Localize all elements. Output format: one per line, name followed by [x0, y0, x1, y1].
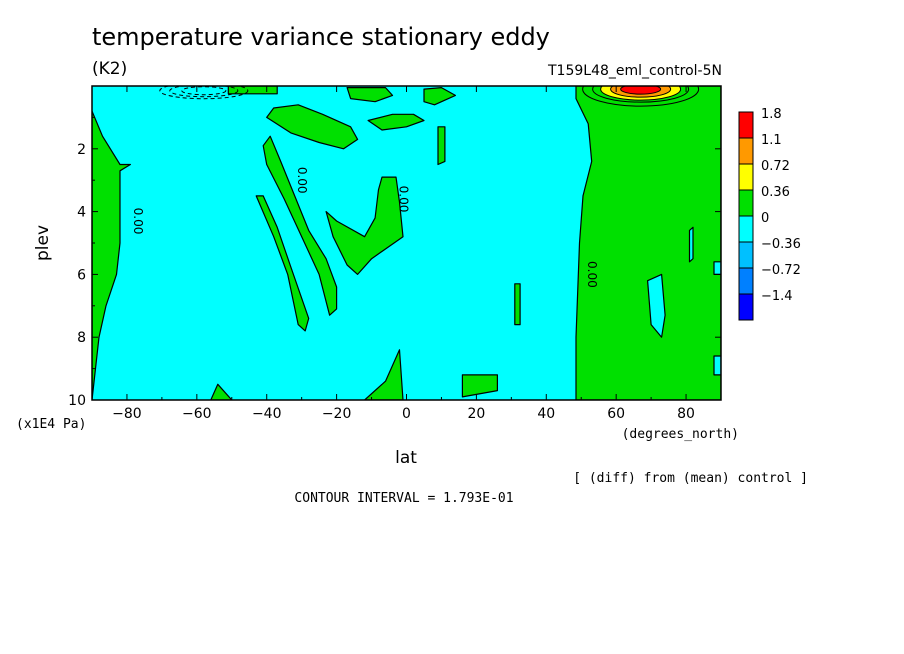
contour-region-bottom-blob-20 — [461, 374, 498, 398]
contour-label: 0.00 — [585, 261, 599, 288]
colorbar-swatch — [738, 267, 754, 295]
x-tick-label: 40 — [537, 406, 555, 422]
colorbar-swatch — [738, 189, 754, 217]
contour-region-lower-diagonal — [255, 195, 310, 332]
x-tick-label: 20 — [467, 406, 485, 422]
dashed-contour — [181, 86, 227, 96]
colorbar-label: 0 — [761, 211, 769, 226]
dashed-contour — [159, 86, 249, 100]
contour-interval: CONTOUR INTERVAL = 1.793E-01 — [294, 491, 513, 506]
contour-region-small-vertical-right — [437, 126, 446, 166]
x-tick-label: 0 — [402, 406, 411, 422]
x-tick-label: 80 — [677, 406, 695, 422]
polar-max-lobe — [582, 86, 700, 107]
dashed-contour — [169, 86, 239, 98]
colorbar-label: −0.72 — [761, 263, 801, 278]
contour-region-north-high-lat-block — [575, 86, 721, 400]
max-lobe-contour — [582, 86, 700, 107]
x-axis-units: (degrees_north) — [622, 427, 739, 442]
colorbar-swatch — [738, 293, 754, 321]
x-tick-label: −60 — [182, 406, 212, 422]
contour-region-mid-tropical-blob — [325, 176, 404, 275]
y-tick-label: 2 — [77, 142, 86, 158]
colorbar-label: 0.72 — [761, 159, 790, 174]
colorbar-swatch — [738, 137, 754, 165]
contour-region-high-lat-edge-notch — [713, 261, 721, 275]
y-tick-label: 4 — [77, 205, 86, 221]
contour-label: 0.00 — [397, 186, 411, 213]
plot-area: 0.00 0.00 0.00 0.00 −80 −60 −40 −20 0 20 40 60 80 2 4 6… — [68, 85, 722, 422]
experiment-label: T159L48_eml_control-5N — [547, 63, 722, 79]
contour-region-high-lat-edge-notch-2 — [713, 355, 721, 376]
dashed-negative-contours — [159, 86, 249, 100]
colorbar-label: 0.36 — [761, 185, 790, 200]
colorbar-label: 1.1 — [761, 133, 782, 148]
y-axis-label: plev — [33, 225, 53, 261]
x-axis-label: lat — [395, 448, 417, 468]
chart-units: (K2) — [92, 59, 127, 79]
y-tick-label: 10 — [68, 393, 86, 409]
colorbar-swatch — [738, 163, 754, 191]
colorbar-label: 1.8 — [761, 107, 782, 122]
x-tick-label: 60 — [607, 406, 625, 422]
max-lobe-contour — [592, 86, 690, 103]
colorbar-label: −0.36 — [761, 237, 801, 252]
colorbar-swatch — [738, 241, 754, 269]
contour-region-upper-mid-blob — [266, 104, 359, 150]
contour-region-small-vertical-20 — [514, 283, 521, 326]
contour-label: 0.00 — [295, 167, 309, 194]
max-lobe-contour — [620, 86, 662, 95]
diff-note: [ (diff) from (mean) control ] — [573, 471, 808, 486]
contour-region-left-diagonal-band — [262, 135, 338, 316]
x-tick-label: −40 — [252, 406, 282, 422]
colorbar: 1.8 1.1 0.72 0.36 0 −0.36 −0.72 −1.4 — [738, 107, 801, 321]
contour-region-bottom-left-bump — [210, 383, 233, 400]
y-tick-label: 8 — [77, 330, 86, 346]
colorbar-swatch — [738, 111, 754, 139]
contour-region-south-pole-left — [92, 110, 131, 400]
contour-region-upper-mid-right — [367, 113, 425, 131]
contour-label: 0.00 — [131, 208, 145, 235]
colorbar-swatch — [738, 215, 754, 243]
x-tick-label: −20 — [322, 406, 352, 422]
contour-region-top-bar-middle — [346, 86, 394, 103]
contour-region-high-lat-hole-1 — [688, 226, 694, 263]
contour-region-bottom-spike — [364, 349, 404, 400]
y-axis-units: (x1E4 Pa) — [16, 417, 86, 432]
colorbar-label: −1.4 — [761, 289, 793, 304]
contour-region-top-bar-right — [423, 86, 456, 106]
chart-title: temperature variance stationary eddy — [92, 23, 550, 51]
y-tick-label: 6 — [77, 267, 86, 283]
x-tick-label: −80 — [112, 406, 142, 422]
contour-region-top-bar-left — [227, 86, 278, 95]
contour-region-high-lat-hole-2 — [646, 273, 666, 338]
